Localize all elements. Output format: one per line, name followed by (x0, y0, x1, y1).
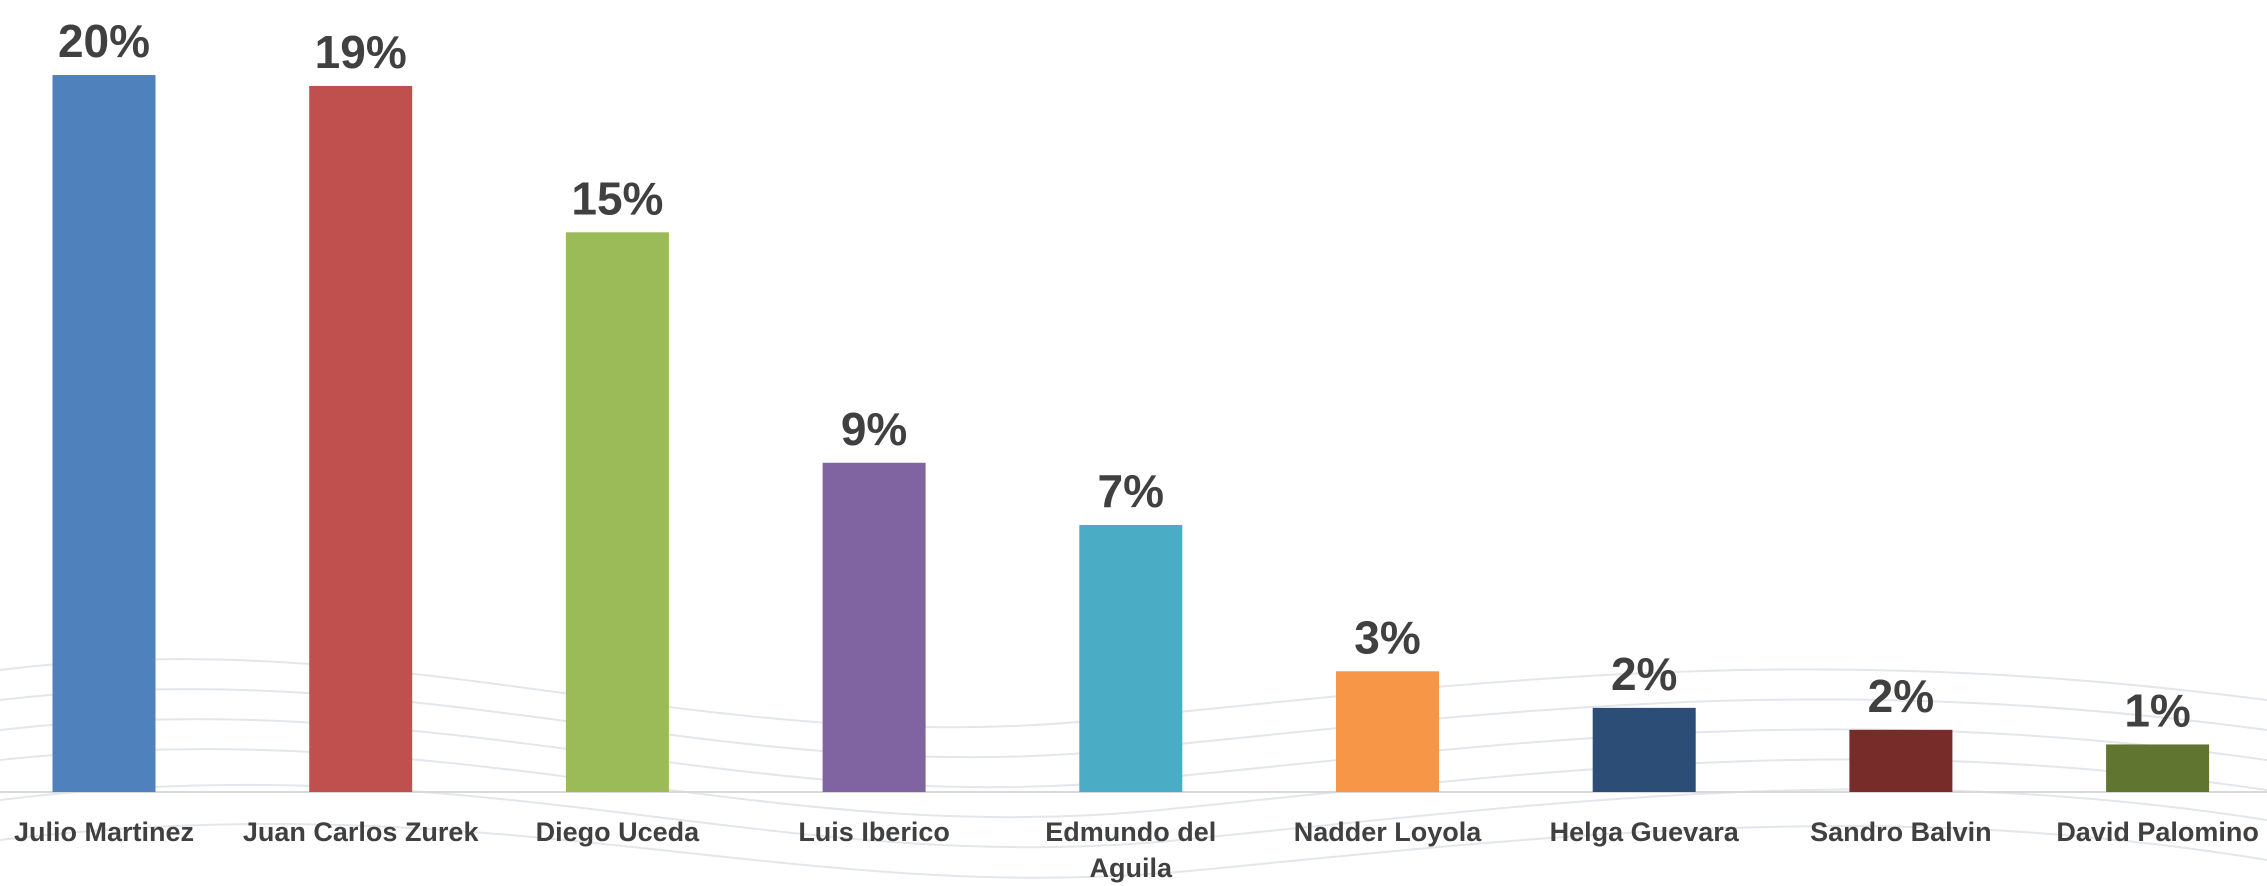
bar (52, 75, 156, 792)
x-tick-label: Luis Iberico (798, 817, 950, 847)
value-label: 7% (1098, 465, 1164, 517)
value-label: 2% (1611, 648, 1677, 700)
x-tick-label: Julio Martinez (13, 817, 195, 847)
bar (2106, 744, 2210, 792)
value-label: 19% (315, 26, 407, 78)
value-label: 9% (841, 403, 907, 455)
value-label: 15% (571, 172, 663, 224)
bar (1336, 671, 1439, 792)
x-tick-label: David Palomino (2056, 817, 2259, 847)
bar (565, 232, 669, 792)
bar (822, 462, 926, 792)
x-tick-label: Sandro Balvin (1810, 817, 1992, 847)
x-tick-label: Edmundo del Aguila (1045, 817, 1217, 883)
x-tick-label: Nadder Loyola (1293, 817, 1482, 847)
x-tick-label: Diego Uceda (535, 817, 700, 847)
value-label: 2% (1868, 670, 1934, 722)
value-label: 3% (1354, 611, 1420, 663)
value-label: 1% (2124, 684, 2190, 736)
x-tick-label: Juan Carlos Zurek (242, 817, 479, 847)
bar (1592, 707, 1696, 792)
x-tick-label: Helga Guevara (1549, 817, 1739, 847)
value-label: 20% (58, 15, 150, 67)
bar (309, 85, 413, 792)
bar (1079, 524, 1183, 792)
bar (1849, 729, 1953, 792)
